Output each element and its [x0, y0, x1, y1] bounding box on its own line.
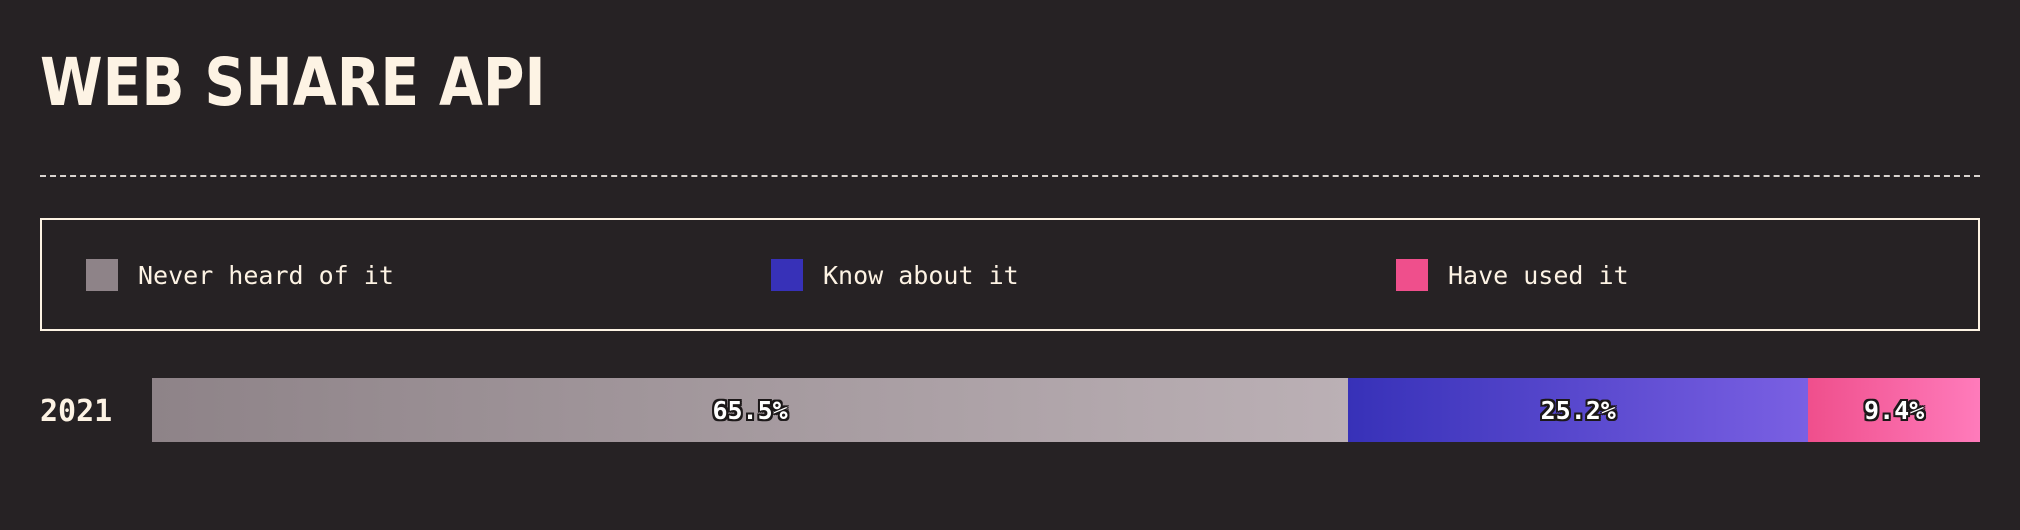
row-label-2021: 2021 — [40, 394, 113, 429]
legend-swatch-know-about — [771, 259, 803, 291]
stacked-bar-2021: 65.5% 25.2% 9.4% — [152, 378, 1980, 442]
bar-segment-know-about[interactable]: 25.2% — [1348, 378, 1809, 442]
bar-segment-never-heard[interactable]: 65.5% — [152, 378, 1349, 442]
legend-label-have-used: Have used it — [1448, 260, 1629, 290]
dashed-divider — [40, 175, 1980, 177]
bar-segment-have-used[interactable]: 9.4% — [1808, 378, 1980, 442]
legend-swatch-never-heard — [86, 259, 118, 291]
legend-label-know-about: Know about it — [823, 260, 1019, 290]
legend-item-never-heard[interactable]: Never heard of it — [86, 259, 394, 291]
legend-item-have-used[interactable]: Have used it — [1396, 259, 1629, 291]
data-label-have-used: 9.4% — [1864, 395, 1925, 425]
data-label-know-about: 25.2% — [1540, 395, 1616, 425]
chart-title: WEB SHARE API — [40, 44, 546, 121]
legend-label-never-heard: Never heard of it — [138, 260, 394, 290]
legend-swatch-have-used — [1396, 259, 1428, 291]
legend-item-know-about[interactable]: Know about it — [771, 259, 1019, 291]
legend: Never heard of it Know about it Have use… — [40, 218, 1980, 331]
data-label-never-heard: 65.5% — [712, 395, 788, 425]
